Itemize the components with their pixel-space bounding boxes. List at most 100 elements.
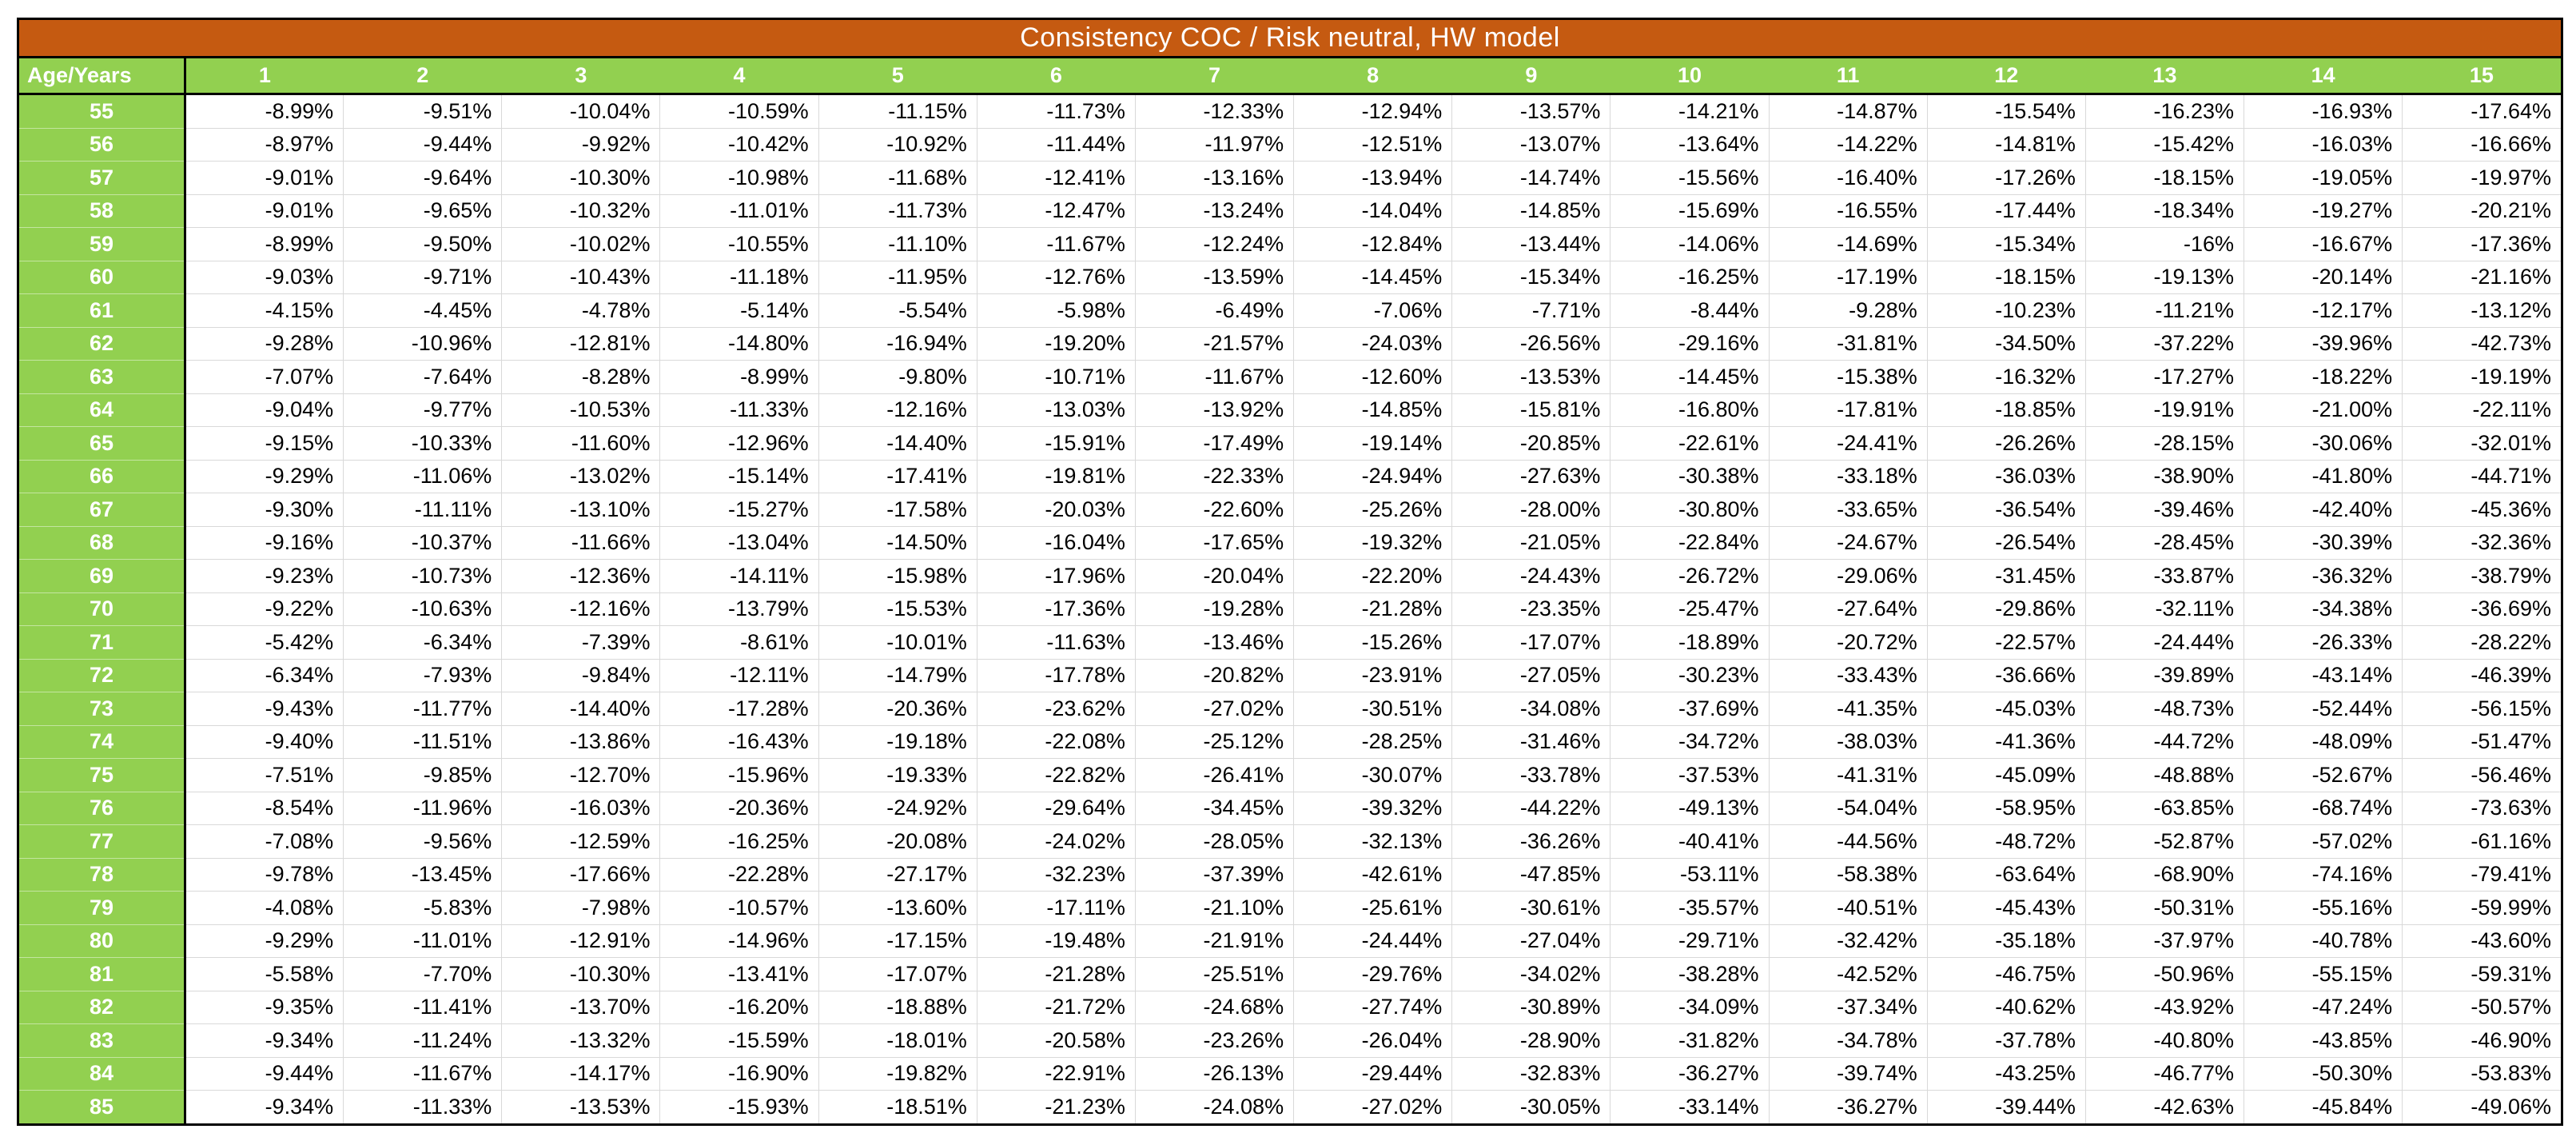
value-cell: -79.41% [2402, 857, 2561, 892]
value-cell: -21.57% [1134, 326, 1295, 361]
value-cell: -11.21% [2084, 293, 2245, 328]
value-cell: -10.71% [976, 360, 1136, 394]
value-cell: -11.73% [818, 193, 977, 228]
table-row: 84 -9.44% -11.67% -14.17% -16.90% -19.82% -22.… [19, 1056, 2561, 1091]
value-cell: -73.63% [2402, 791, 2561, 825]
value-cell: -8.99% [184, 227, 344, 261]
value-cell: -19.28% [1134, 592, 1295, 626]
value-cell: -17.11% [976, 891, 1136, 925]
value-cell: -24.68% [1134, 990, 1295, 1024]
value-cell: -11.24% [343, 1023, 503, 1058]
value-cell: -10.57% [659, 891, 819, 925]
value-cell: -7.64% [343, 360, 503, 394]
value-cell: -10.98% [659, 161, 819, 195]
value-cell: -25.47% [1610, 592, 1770, 626]
value-cell: -9.43% [184, 692, 344, 726]
value-cell: -11.77% [343, 692, 503, 726]
value-cell: -14.17% [501, 1056, 661, 1091]
table-row: 64 -9.04% -9.77% -10.53% -11.33% -12.16% -13.0… [19, 393, 2561, 427]
value-cell: -14.45% [1293, 260, 1453, 294]
value-cell: -47.24% [2244, 990, 2403, 1024]
value-cell: -30.38% [1610, 459, 1770, 493]
value-cell: -21.10% [1134, 891, 1295, 925]
value-cell: -18.15% [1926, 260, 2086, 294]
value-cell: -5.54% [818, 293, 977, 328]
age-row-header: 61 [19, 293, 186, 327]
value-cell: -33.43% [1768, 658, 1928, 692]
value-cell: -32.23% [976, 857, 1136, 892]
value-cell: -21.16% [2402, 260, 2561, 294]
value-cell: -31.82% [1610, 1023, 1770, 1058]
value-cell: -14.96% [659, 924, 819, 958]
value-cell: -8.54% [184, 791, 344, 825]
value-cell: -12.16% [818, 393, 977, 427]
table-row: 56 -8.97% -9.44% -9.92% -10.42% -10.92% -11.44… [19, 127, 2561, 162]
value-cell: -9.35% [184, 990, 344, 1024]
value-cell: -38.03% [1768, 724, 1928, 759]
value-cell: -13.53% [501, 1090, 661, 1123]
table-row: 73 -9.43% -11.77% -14.40% -17.28% -20.36% -23.… [19, 692, 2561, 726]
value-cell: -9.51% [343, 94, 503, 129]
value-cell: -15.69% [1610, 193, 1770, 228]
value-cell: -29.76% [1293, 957, 1453, 991]
age-row-header: 83 [19, 1023, 186, 1057]
value-cell: -15.56% [1610, 161, 1770, 195]
value-cell: -27.02% [1293, 1090, 1453, 1123]
value-cell: -16.23% [2084, 94, 2245, 129]
value-cell: -9.04% [184, 393, 344, 427]
age-row-header: 73 [19, 692, 186, 725]
value-cell: -17.07% [1451, 625, 1611, 660]
value-cell: -5.83% [343, 891, 503, 925]
value-cell: -46.77% [2084, 1056, 2245, 1091]
value-cell: -4.45% [343, 293, 503, 328]
value-cell: -5.58% [184, 957, 344, 991]
table-row: 82 -9.35% -11.41% -13.70% -16.20% -18.88% -21.… [19, 990, 2561, 1024]
table-row: 66 -9.29% -11.06% -13.02% -15.14% -17.41% -19.… [19, 459, 2561, 493]
value-cell: -30.05% [1451, 1090, 1611, 1123]
value-cell: -52.67% [2244, 758, 2403, 792]
value-cell: -34.50% [1926, 326, 2086, 361]
value-cell: -74.16% [2244, 857, 2403, 892]
value-cell: -9.44% [343, 127, 503, 162]
value-cell: -37.69% [1610, 692, 1770, 726]
value-cell: -9.44% [184, 1056, 344, 1091]
value-cell: -11.10% [818, 227, 977, 261]
value-cell: -25.51% [1134, 957, 1295, 991]
value-cell: -36.03% [1926, 459, 2086, 493]
value-cell: -7.98% [501, 891, 661, 925]
value-cell: -22.82% [976, 758, 1136, 792]
value-cell: -20.14% [2244, 260, 2403, 294]
value-cell: -22.33% [1134, 459, 1295, 493]
value-cell: -45.84% [2244, 1090, 2403, 1123]
value-cell: -21.05% [1451, 525, 1611, 560]
value-cell: -19.91% [2084, 393, 2245, 427]
value-cell: -9.50% [343, 227, 503, 261]
value-cell: -16.93% [2244, 94, 2403, 129]
value-cell: -36.27% [1610, 1056, 1770, 1091]
value-cell: -20.03% [976, 493, 1136, 527]
value-cell: -10.63% [343, 592, 503, 626]
value-cell: -12.60% [1293, 360, 1453, 394]
value-cell: -52.87% [2084, 824, 2245, 859]
value-cell: -36.27% [1768, 1090, 1928, 1123]
value-cell: -39.32% [1293, 791, 1453, 825]
value-cell: -8.99% [184, 94, 344, 129]
value-cell: -31.45% [1926, 559, 2086, 593]
value-cell: -17.27% [2084, 360, 2245, 394]
value-cell: -9.65% [343, 193, 503, 228]
value-cell: -26.26% [1926, 426, 2086, 461]
value-cell: -45.36% [2402, 493, 2561, 527]
value-cell: -58.38% [1768, 857, 1928, 892]
value-cell: -31.46% [1451, 724, 1611, 759]
value-cell: -6.34% [343, 625, 503, 660]
value-cell: -57.02% [2244, 824, 2403, 859]
age-row-header: 84 [19, 1056, 186, 1091]
value-cell: -20.72% [1768, 625, 1928, 660]
value-cell: -19.14% [1293, 426, 1453, 461]
value-cell: -17.15% [818, 924, 977, 958]
age-row-header: 67 [19, 493, 186, 526]
value-cell: -12.81% [501, 326, 661, 361]
value-cell: -11.67% [343, 1056, 503, 1091]
age-row-header: 60 [19, 260, 186, 294]
value-cell: -16.40% [1768, 161, 1928, 195]
